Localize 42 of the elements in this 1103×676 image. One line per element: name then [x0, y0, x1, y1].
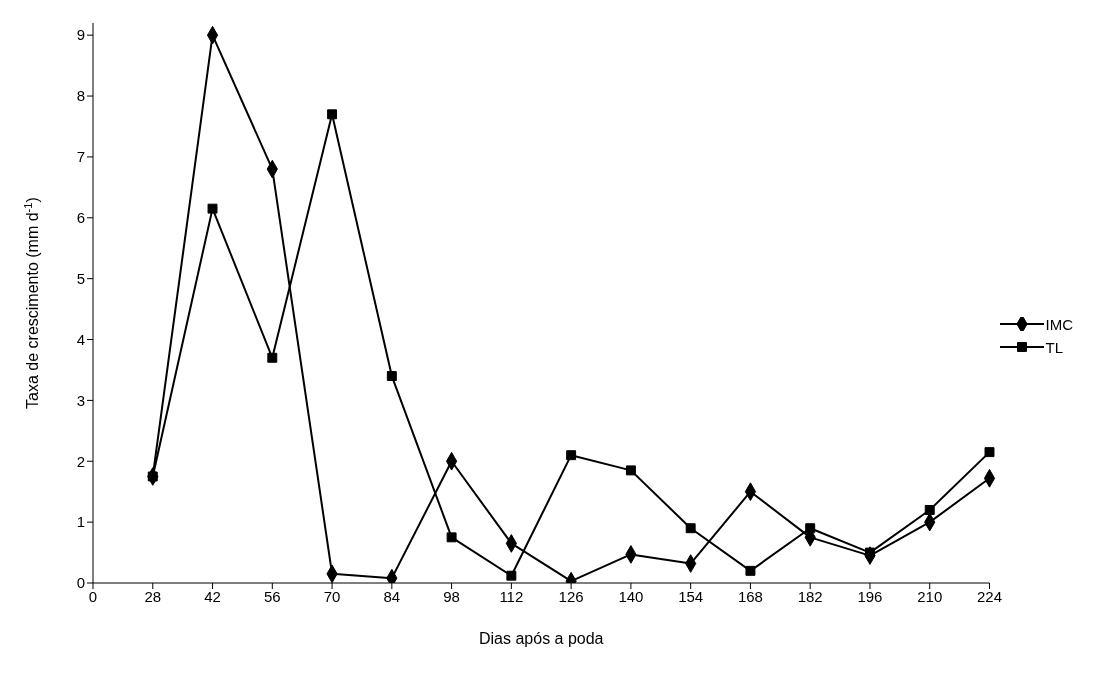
x-tick-label: 112: [499, 587, 524, 605]
legend-label: IMC: [1045, 315, 1073, 333]
x-tick-label: 126: [558, 587, 584, 605]
y-tick-label: 5: [76, 269, 85, 287]
point: [625, 465, 636, 476]
point: [566, 450, 577, 461]
point: [745, 565, 756, 576]
x-tick-label: 154: [678, 587, 704, 605]
x-tick-label: 70: [323, 587, 341, 605]
y-tick-label: 9: [76, 26, 85, 44]
point: [924, 504, 935, 515]
point: [386, 371, 397, 382]
legend-label: TL: [1045, 338, 1064, 356]
x-tick-label: 196: [857, 587, 883, 605]
x-tick-label: 28: [144, 587, 162, 605]
point: [267, 352, 278, 363]
y-tick-label: 0: [76, 574, 85, 592]
x-tick-label: 56: [263, 587, 281, 605]
x-tick-label: 84: [383, 587, 401, 605]
x-tick-label: 224: [976, 587, 1003, 605]
point: [805, 523, 816, 534]
point: [446, 532, 457, 543]
y-tick-label: 8: [76, 87, 85, 105]
point: [207, 203, 218, 214]
y-tick-label: 7: [76, 148, 85, 166]
x-tick-label: 0: [88, 587, 98, 605]
point: [685, 523, 696, 534]
point: [506, 570, 517, 581]
x-tick-label: 210: [917, 587, 943, 605]
x-tick-label: 182: [797, 587, 823, 605]
y-tick-label: 6: [76, 209, 85, 227]
y-tick-label: 2: [76, 452, 85, 470]
x-tick-label: 42: [204, 587, 221, 605]
y-tick-label: 3: [76, 391, 85, 409]
x-axis-title: Dias após a poda: [478, 630, 604, 648]
x-tick-label: 168: [737, 587, 763, 605]
x-tick-label: 98: [443, 587, 460, 605]
point: [327, 109, 338, 120]
point: [984, 447, 995, 458]
x-tick-label: 140: [618, 587, 644, 605]
y-tick-label: 4: [76, 330, 85, 348]
y-tick-label: 1: [76, 513, 85, 531]
